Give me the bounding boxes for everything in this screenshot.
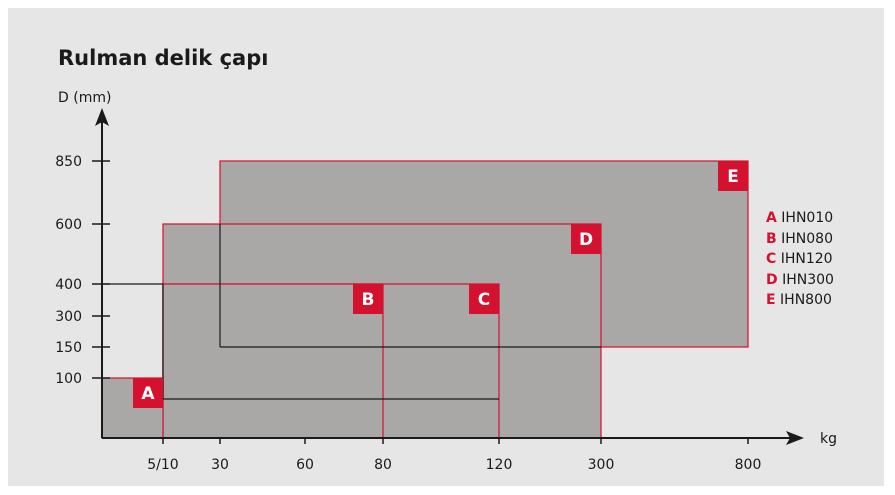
legend-item-a: A IHN010 xyxy=(766,208,834,229)
box-label-square-e xyxy=(718,161,748,191)
legend-letter: B xyxy=(766,230,777,247)
range-box-b xyxy=(162,283,384,439)
legend-item-b: B IHN080 xyxy=(766,229,834,250)
x-tick-label: 120 xyxy=(486,457,513,473)
legend-letter: C xyxy=(766,251,777,267)
legend-model: IHN010 xyxy=(781,210,834,226)
y-tick-label: 400 xyxy=(55,277,82,293)
chart-title: Rulman delik çapı xyxy=(58,46,269,70)
y-tick-label: 300 xyxy=(55,309,82,325)
y-tick-label: 600 xyxy=(55,217,82,233)
x-axis-label: kg xyxy=(820,431,837,447)
box-label-square-a xyxy=(133,378,163,408)
y-tick-label: 850 xyxy=(55,154,82,170)
x-axis-arrow xyxy=(786,431,804,445)
box-label-square-b xyxy=(353,284,383,314)
y-tick-label: 100 xyxy=(55,371,82,387)
legend: A IHN010 B IHN080 C IHN120 D IHN300 E IH… xyxy=(766,208,834,311)
y-axis-label: D (mm) xyxy=(58,90,111,106)
box-label-a: A xyxy=(141,384,155,404)
legend-item-d: D IHN300 xyxy=(766,270,834,291)
y-tick-label: 150 xyxy=(55,340,82,356)
x-tick-label: 60 xyxy=(296,457,314,473)
box-label-e: E xyxy=(727,167,739,187)
legend-letter: D xyxy=(766,271,778,288)
legend-model: IHN080 xyxy=(781,230,833,247)
x-tick-label: 30 xyxy=(211,457,229,473)
legend-model: IHN800 xyxy=(780,292,832,308)
legend-model: IHN120 xyxy=(780,251,833,267)
legend-item-c: C IHN120 xyxy=(766,249,834,270)
box-label-c: C xyxy=(478,290,490,310)
x-tick-label: 800 xyxy=(735,457,762,473)
legend-letter: A xyxy=(766,210,777,226)
x-tick-label: 5/10 xyxy=(147,457,178,473)
legend-letter: E xyxy=(766,292,776,308)
legend-model: IHN300 xyxy=(782,271,834,288)
legend-item-e: E IHN800 xyxy=(766,290,834,311)
y-axis-arrow xyxy=(95,108,109,126)
x-tick-label: 80 xyxy=(374,457,392,473)
box-label-square-d xyxy=(571,224,601,254)
box-label-b: B xyxy=(362,290,375,310)
box-label-square-c xyxy=(469,284,499,314)
x-tick-label: 300 xyxy=(588,457,615,473)
box-label-d: D xyxy=(579,230,593,250)
